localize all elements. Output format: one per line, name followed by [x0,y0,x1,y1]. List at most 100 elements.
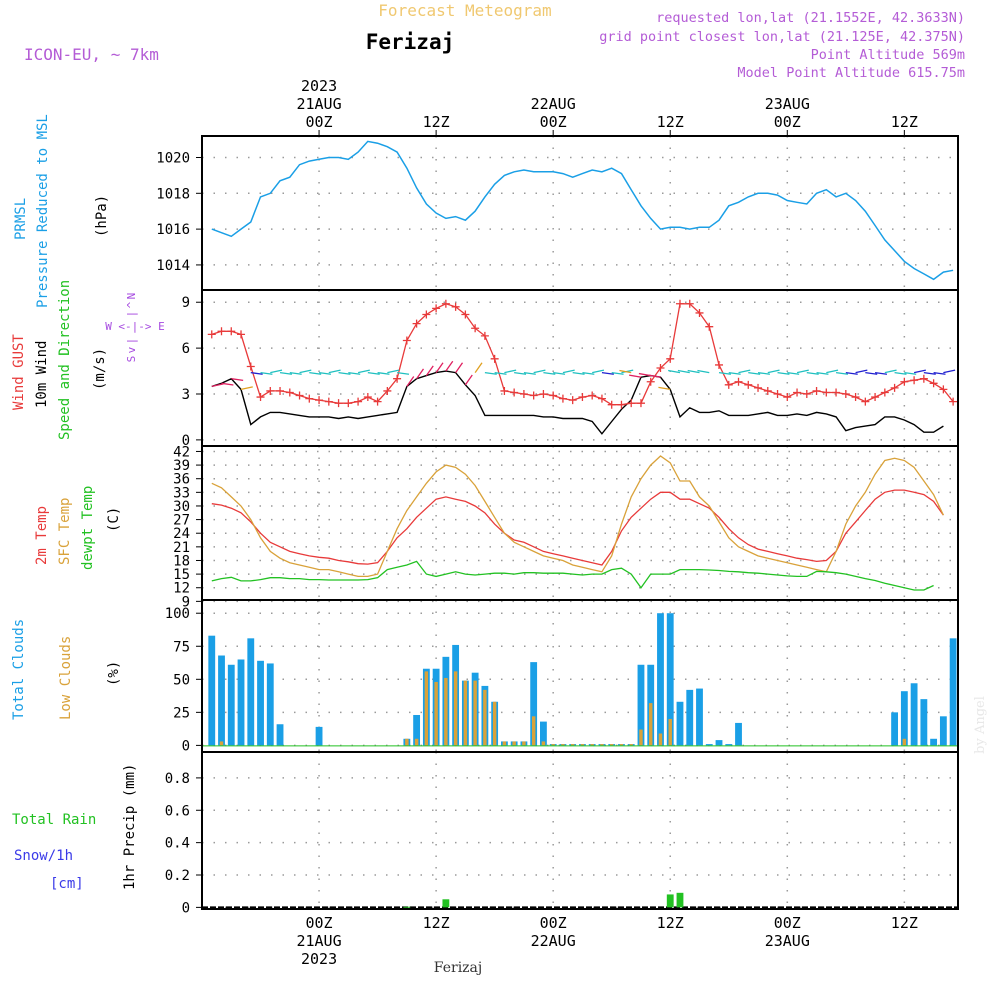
wind-direction-arrow [592,369,605,374]
gust-marker [227,327,236,336]
bottom-time-label: 22AUG [531,932,576,950]
compass-mark: S [125,356,138,363]
low-cloud-bar [570,744,575,746]
top-time-label: 12Z [891,113,918,131]
wind-direction-arrow [648,374,661,378]
gust-marker [617,400,626,409]
y-tick-label: 18 [173,553,190,569]
low-cloud-bar [444,677,448,746]
gust-marker [334,399,343,408]
y-tick-label: 39 [173,458,190,474]
low-cloud-bar [453,671,458,746]
total-cloud-bar [218,655,225,746]
total-cloud-bar [900,691,908,746]
low-cloud-bar [424,671,429,746]
wind-direction-arrow [250,371,263,375]
wind-direction-arrow [533,369,546,374]
wind-direction-arrow [728,371,741,375]
rain-bar [403,906,411,908]
total-cloud-bar [237,659,245,746]
wind-direction-arrow [658,386,671,391]
pressure-label-1: PRMSL [13,198,29,240]
pressure-labels: PRMSL Pressure Reduced to MSL (hPa) [13,114,110,308]
wind-direction-arrow [796,369,809,374]
gust-marker [754,383,763,392]
gust-marker [597,394,606,403]
total-cloud-bar [413,714,421,746]
compass-mark: N [125,293,138,300]
low-cloud-bar [668,718,672,746]
compass-mark: ^ [125,301,138,308]
wind-direction-arrow [299,369,312,374]
gust-marker [568,396,577,405]
footer-station: Ferizaj [434,960,482,976]
wind-direction-arrow [738,369,751,374]
gust-marker [383,386,392,395]
precip-label-cm: [cm] [50,876,84,892]
gust-marker [724,380,733,389]
gust-marker [315,396,324,405]
gust-marker [861,397,870,406]
low-cloud-bar [902,738,907,746]
panel-frame [201,751,959,910]
top-time-label: 00Z [306,113,333,131]
y-tick-label: 21 [173,540,190,556]
gust-marker [607,400,616,409]
wind-direction-arrow [543,371,556,375]
y-tick-label: 33 [173,485,190,501]
compass-west-east: W <-|-> E [105,320,165,333]
gust-marker [412,319,421,328]
wind-label-gust: Wind GUST [11,334,27,410]
total-cloud-bar [315,726,323,746]
gust-marker [490,354,499,363]
y-tick-label: 75 [173,639,190,655]
gust-marker [207,330,216,339]
low-cloud-bar [658,733,663,746]
compass-mark: | [125,311,138,318]
model-label: ICON-EU, ~ 7km [24,45,159,64]
panel-frame [201,599,959,753]
y-tick-label: 27 [173,513,190,529]
gust-marker [363,393,372,402]
total-cloud-bar [657,613,664,746]
bottom-time-label: 12Z [423,914,450,932]
gust-marker [793,388,802,397]
low-cloud-bar [219,741,224,746]
gust-marker [715,360,724,369]
cloud-label-total: Total Clouds [11,619,27,720]
wind-direction-arrow [474,362,483,373]
gust-marker [285,388,294,397]
wind-unit: (m/s) [92,348,108,390]
low-cloud-bar [561,744,565,746]
gust-marker [627,399,636,408]
low-cloud-bar [473,680,477,746]
low-cloud-bar [551,744,555,746]
y-tick-label: 1020 [156,150,190,166]
total-cloud-bar [227,664,235,746]
gust-marker [656,364,665,372]
y-tick-label: 42 [173,444,190,460]
y-tick-label: 36 [173,472,190,488]
gust-marker [851,393,860,402]
total-cloud-bar [930,738,938,746]
low-cloud-bar [600,744,604,746]
y-tick-label: 9 [182,295,190,311]
gust-marker [763,386,772,395]
wind-direction-arrow [697,369,710,374]
gust-marker [237,330,246,339]
wind-direction-arrow [777,371,790,375]
wind-direction-arrow [748,371,761,375]
wind-label-10m: 10m Wind [34,341,50,408]
panel-1hr-precip: 0 0.2 0.4 0.6 0.8 [165,751,959,916]
gust-marker [451,302,460,311]
top-time-label: 00Z [774,113,801,131]
wind-direction-arrow [328,369,341,374]
gust-marker [919,374,928,383]
gust-marker [246,362,255,371]
wind-direction-arrow [894,371,907,375]
total-cloud-bar [637,664,645,746]
low-cloud-bar [483,689,487,746]
rain-bar [442,899,450,908]
top-time-label: 22AUG [531,95,576,113]
